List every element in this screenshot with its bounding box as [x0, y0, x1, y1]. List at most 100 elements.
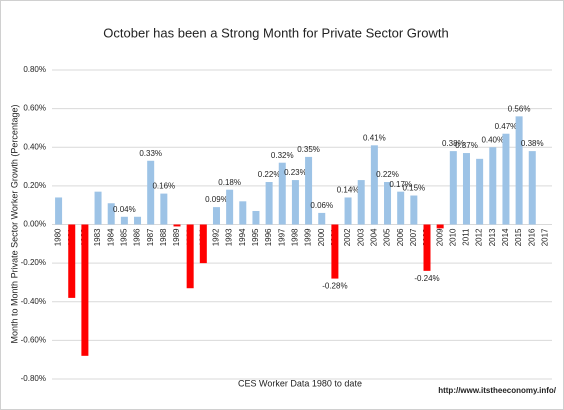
value-label: 0.35% — [297, 145, 320, 154]
bar — [120, 216, 128, 225]
y-tick-label: 0.80% — [23, 65, 46, 74]
value-label: 0.09% — [205, 195, 228, 204]
value-label: 0.47% — [495, 122, 518, 131]
bar — [344, 197, 352, 225]
x-tick-label: 2003 — [356, 228, 365, 246]
x-tick-label: 2007 — [409, 228, 418, 246]
y-tick-label: -0.80% — [21, 374, 46, 383]
bar — [199, 224, 207, 264]
x-tick-label: 2014 — [501, 228, 510, 246]
bar — [528, 151, 536, 225]
x-tick-label: 1986 — [133, 228, 142, 246]
bar — [489, 147, 497, 225]
x-tick-label: 2006 — [396, 228, 405, 246]
bar — [318, 212, 326, 225]
value-label: 0.04% — [113, 205, 136, 214]
y-tick-label: 0.60% — [23, 104, 46, 113]
bar — [173, 224, 181, 227]
value-label: 0.33% — [139, 149, 162, 158]
value-label: -0.28% — [322, 282, 347, 291]
value-label: 0.32% — [271, 151, 294, 160]
x-tick-label: 1998 — [291, 228, 300, 246]
y-tick-label: -0.60% — [21, 335, 46, 344]
bar — [449, 151, 457, 225]
x-tick-label: 1988 — [159, 228, 168, 246]
value-label: 0.17% — [389, 180, 412, 189]
x-tick-label: 2005 — [383, 228, 392, 246]
y-axis-label: Month to Month Private Sector Worker Gro… — [9, 105, 19, 344]
bar — [384, 182, 392, 225]
x-tick-label: 1983 — [93, 228, 102, 246]
bar — [502, 133, 510, 225]
source: http://www.itstheeconomy.info/ — [438, 386, 557, 395]
value-label: 0.14% — [337, 186, 360, 195]
value-label: 0.23% — [284, 168, 307, 177]
bar — [410, 195, 418, 225]
x-tick-label: 1984 — [106, 228, 115, 246]
value-label: -0.24% — [414, 274, 439, 283]
x-tick-label: 1994 — [238, 228, 247, 246]
bar — [55, 197, 63, 225]
x-tick-label: 2013 — [488, 228, 497, 246]
bar — [252, 210, 260, 225]
bar — [226, 189, 234, 225]
bar — [239, 201, 247, 225]
bar — [370, 145, 378, 225]
value-label: 0.56% — [508, 104, 531, 113]
x-tick-label: 1985 — [119, 228, 128, 246]
bar — [305, 156, 313, 225]
y-tick-label: 0.00% — [23, 220, 46, 229]
x-tick-label: 1995 — [251, 228, 260, 246]
chart-title: October has been a Strong Month for Priv… — [103, 25, 448, 40]
value-label: 0.22% — [258, 170, 281, 179]
value-label: 0.16% — [152, 182, 175, 191]
bar — [397, 191, 405, 225]
bar — [186, 224, 194, 289]
x-tick-label: 1999 — [304, 228, 313, 246]
bar — [357, 180, 365, 225]
value-label: 0.41% — [363, 133, 386, 142]
x-tick-label: 2010 — [448, 228, 457, 246]
bar — [436, 224, 444, 229]
bar — [291, 180, 299, 225]
value-label: 0.06% — [310, 201, 333, 210]
y-tick-label: 0.40% — [23, 142, 46, 151]
bar — [515, 116, 523, 225]
bar — [265, 182, 273, 225]
bar — [331, 224, 339, 279]
bar — [107, 203, 115, 225]
x-tick-label: 1989 — [172, 228, 181, 246]
bar — [160, 193, 168, 225]
bar — [476, 158, 484, 225]
bar — [278, 162, 286, 225]
value-label: 0.15% — [402, 184, 425, 193]
value-label: 0.37% — [455, 141, 478, 150]
x-tick-label: 1987 — [146, 228, 155, 246]
y-tick-label: -0.40% — [21, 297, 46, 306]
y-tick-label: -0.20% — [21, 258, 46, 267]
value-label: 0.18% — [218, 178, 241, 187]
bar — [134, 216, 142, 225]
x-tick-label: 2017 — [541, 228, 550, 246]
bar — [68, 224, 76, 298]
value-label: 0.22% — [376, 170, 399, 179]
x-tick-label: 1993 — [225, 228, 234, 246]
x-tick-label: 2000 — [317, 228, 326, 246]
bar — [212, 207, 220, 225]
x-tick-label: 1996 — [264, 228, 273, 246]
x-axis-label: CES Worker Data 1980 to date — [238, 378, 362, 388]
x-tick-label: 2015 — [514, 228, 523, 246]
value-label: 0.38% — [442, 139, 465, 148]
x-tick-label: 2002 — [343, 228, 352, 246]
bar — [147, 160, 155, 225]
x-tick-label: 2016 — [527, 228, 536, 246]
bar — [81, 224, 89, 356]
x-tick-label: 1992 — [212, 228, 221, 246]
bar — [423, 224, 431, 271]
x-tick-label: 2004 — [369, 228, 378, 246]
value-label: 0.38% — [521, 139, 544, 148]
y-tick-label: 0.20% — [23, 181, 46, 190]
x-tick-label: 2009 — [435, 228, 444, 246]
value-label: 0.40% — [481, 135, 504, 144]
